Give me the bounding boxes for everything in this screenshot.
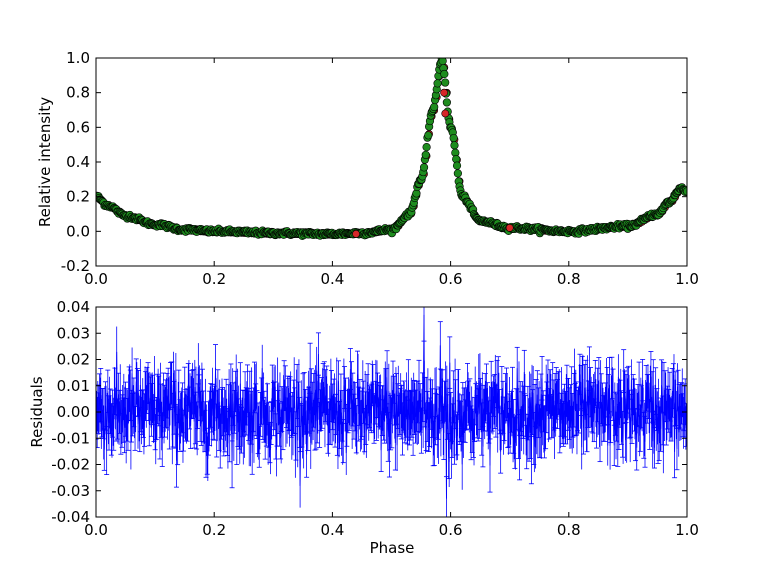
residuals-y-tick-label: -0.03 bbox=[51, 482, 90, 500]
intensity-ticks: 0.0 0.2 0.4 0.6 0.8 1.0-0.20.00.20.40.60.81.0 bbox=[61, 49, 699, 288]
data-point bbox=[440, 69, 449, 79]
data-point bbox=[424, 131, 433, 140]
intensity-y-tick-label: 0.2 bbox=[66, 188, 90, 206]
data-point bbox=[421, 150, 430, 160]
residuals-y-tick-label: 0.01 bbox=[57, 377, 90, 395]
residuals-x-tick-label: 1.0 bbox=[675, 521, 699, 539]
residuals-ticks: 0.0 0.2 0.4 0.6 0.8 1.0 -0.04 -0.03 -0.02 -0.01 0.… bbox=[51, 298, 699, 539]
residuals-x-tick-label: 0.8 bbox=[557, 521, 581, 539]
residuals-panel: 0.0 0.2 0.4 0.6 0.8 1.0 -0.04 -0.03 -0.02 -0.01 0.… bbox=[28, 298, 699, 557]
residuals-y-tick-label: -0.01 bbox=[51, 429, 90, 447]
data-point bbox=[422, 143, 431, 152]
intensity-y-tick-label: 1.0 bbox=[66, 49, 90, 67]
model-point bbox=[505, 223, 514, 232]
residuals-y-tick-label: -0.02 bbox=[51, 456, 90, 474]
model-point bbox=[352, 230, 360, 238]
intensity-x-tick-label: 0.4 bbox=[320, 270, 344, 288]
residuals-x-tick-label: 0.6 bbox=[439, 521, 463, 539]
residuals-y-tick-label: 0.02 bbox=[57, 351, 90, 369]
data-point bbox=[453, 169, 462, 178]
intensity-y-tick-label: -0.2 bbox=[61, 257, 90, 275]
residuals-x-axis-label: Phase bbox=[370, 539, 415, 557]
data-point bbox=[433, 79, 442, 88]
intensity-panel: 0.0 0.2 0.4 0.6 0.8 1.0-0.20.00.20.40.60.81.0… bbox=[36, 49, 699, 288]
intensity-points bbox=[96, 58, 687, 240]
intensity-y-axis-label: Relative intensity bbox=[36, 97, 54, 227]
intensity-x-tick-label: 0.2 bbox=[202, 270, 226, 288]
data-point bbox=[442, 98, 451, 107]
residuals-y-axis-label: Residuals bbox=[28, 376, 46, 447]
data-point bbox=[452, 161, 462, 170]
intensity-x-tick-label: 1.0 bbox=[675, 270, 699, 288]
data-point bbox=[450, 141, 459, 150]
data-point bbox=[441, 78, 450, 87]
data-point bbox=[430, 102, 439, 112]
intensity-x-tick-label: 0.6 bbox=[439, 270, 463, 288]
residuals-y-tick-label: -0.04 bbox=[51, 508, 90, 526]
residuals-x-tick-label: 0.4 bbox=[320, 521, 344, 539]
intensity-x-tick-label: 0.8 bbox=[557, 270, 581, 288]
residuals-errorbars bbox=[96, 307, 687, 517]
data-point bbox=[682, 187, 687, 196]
intensity-y-tick-label: 0.0 bbox=[66, 222, 90, 240]
residuals-x-tick-label: 0.2 bbox=[202, 521, 226, 539]
residuals-y-tick-label: 0.00 bbox=[57, 403, 90, 421]
data-point bbox=[449, 133, 458, 143]
data-point bbox=[419, 163, 429, 172]
intensity-y-tick-label: 0.4 bbox=[66, 153, 90, 171]
residuals-line bbox=[96, 314, 687, 499]
intensity-y-tick-label: 0.8 bbox=[66, 84, 90, 102]
model-point bbox=[440, 88, 448, 97]
intensity-y-tick-label: 0.6 bbox=[66, 118, 90, 136]
model-point bbox=[441, 109, 450, 118]
residuals-x-tick-label: 0.0 bbox=[84, 521, 108, 539]
residuals-y-tick-label: 0.03 bbox=[57, 324, 90, 342]
intensity-x-tick-label: 0.0 bbox=[84, 270, 108, 288]
residuals-y-tick-label: 0.04 bbox=[57, 298, 90, 316]
